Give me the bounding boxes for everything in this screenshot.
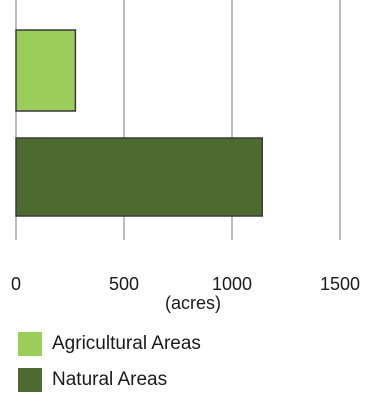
x-tick-labels: 0 500 1000 1500	[11, 274, 360, 294]
x-axis-title: (acres)	[165, 293, 221, 313]
x-tick-label-500: 500	[109, 274, 139, 294]
legend-label-agricultural: Agricultural Areas	[52, 333, 201, 354]
bar-chart: 0 500 1000 1500 (acres)	[11, 0, 360, 313]
bars	[15, 29, 263, 217]
legend-item-natural: Natural Areas	[18, 366, 201, 394]
legend-label-natural: Natural Areas	[52, 369, 168, 390]
x-tick-label-1000: 1000	[212, 274, 252, 294]
x-tick-label-0: 0	[11, 274, 21, 294]
x-tick-label-1500: 1500	[320, 274, 360, 294]
legend-swatch-agricultural	[18, 332, 42, 356]
bar-natural-areas	[15, 137, 263, 217]
legend-swatch-natural	[18, 368, 42, 392]
legend-item-agricultural: Agricultural Areas	[18, 330, 201, 358]
chart-root: 0 500 1000 1500 (acres) Agricultural Areas …	[11, 0, 360, 392]
legend: Agricultural Areas Natural Areas	[18, 330, 201, 402]
bar-agricultural-areas	[15, 29, 77, 112]
